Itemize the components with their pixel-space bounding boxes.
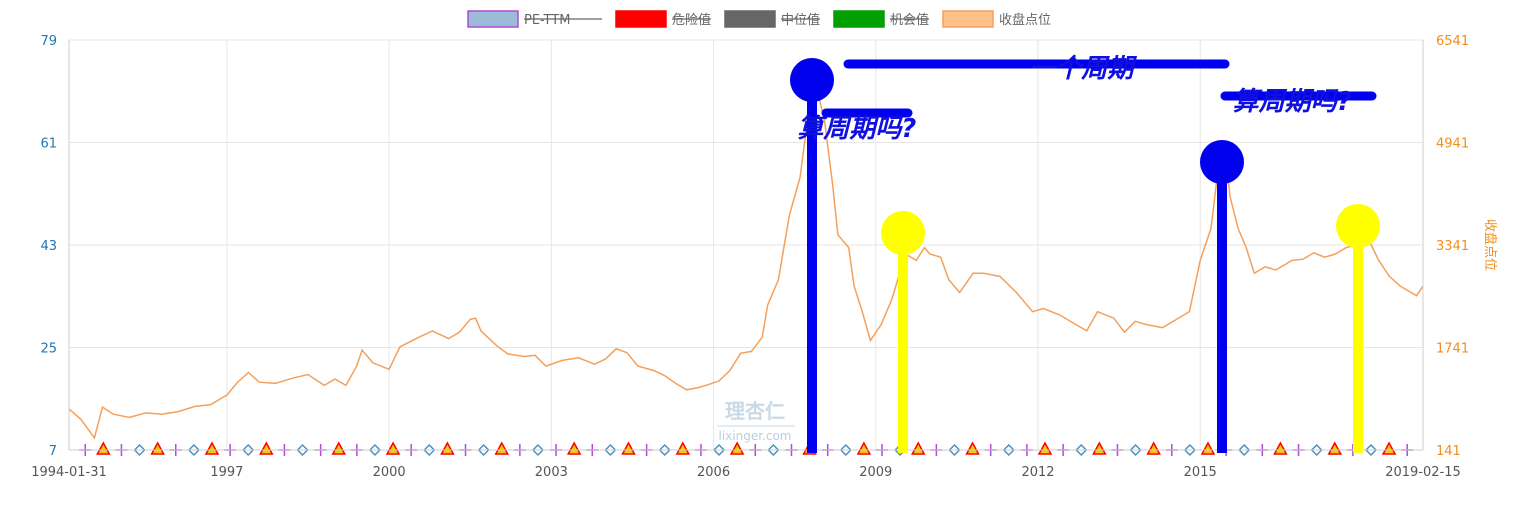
left-tick-label: 25 bbox=[40, 342, 57, 357]
marker-triangle bbox=[385, 441, 401, 455]
right-tick-label: 141 bbox=[1436, 444, 1461, 459]
legend: PE-TTM 危险值 中位值 机会值 收盘点位 bbox=[467, 10, 1051, 28]
right-tick-label: 1741 bbox=[1436, 342, 1469, 357]
legend-label: PE-TTM bbox=[524, 13, 570, 28]
legend-swatch bbox=[833, 10, 885, 28]
marker-triangle bbox=[621, 441, 636, 455]
marker-triangle bbox=[729, 441, 745, 455]
marker-triangle bbox=[1037, 441, 1053, 455]
annotation-pin-head-blue bbox=[1200, 140, 1244, 184]
left-tick-label: 79 bbox=[40, 34, 57, 49]
marker-triangle bbox=[331, 441, 347, 455]
marker-triangle bbox=[965, 441, 980, 455]
legend-swatch bbox=[467, 10, 519, 28]
marker-triangle bbox=[910, 441, 926, 455]
legend-label: 危险值 bbox=[672, 12, 711, 28]
legend-label: 中位值 bbox=[781, 12, 820, 28]
watermark: 理杏仁 lixinger.com bbox=[717, 399, 795, 443]
x-tick-label: 2003 bbox=[535, 465, 568, 480]
x-tick-label: 2000 bbox=[373, 465, 406, 480]
marker-triangle bbox=[96, 441, 111, 455]
annotation-text: 算周期吗? bbox=[797, 114, 916, 144]
marker-triangle bbox=[259, 441, 274, 455]
legend-swatch bbox=[615, 10, 667, 28]
x-tick-label: 1997 bbox=[210, 465, 243, 480]
legend-label: 机会值 bbox=[890, 12, 929, 28]
marker-triangle bbox=[1092, 441, 1107, 455]
marker-triangle bbox=[440, 441, 455, 455]
x-tick-label: 1994-01-31 bbox=[31, 465, 107, 480]
right-tick-label: 3341 bbox=[1436, 239, 1469, 254]
legend-swatch bbox=[942, 10, 994, 28]
right-axis-label: 收盘点位 bbox=[1482, 219, 1498, 271]
annotation-pin-head-yellow bbox=[1336, 204, 1380, 248]
marker-triangle bbox=[1200, 441, 1216, 455]
annotation-text: 一个周期 bbox=[1029, 54, 1137, 84]
watermark-logo: 理杏仁 bbox=[725, 399, 785, 423]
annotation-text: 算周期吗? bbox=[1233, 87, 1352, 117]
annotation-pin-head-yellow bbox=[881, 211, 925, 255]
right-tick-label: 4941 bbox=[1436, 137, 1469, 152]
axes: 79 61 43 25 7 6541 4941 3341 1741 141 1994-01-31 19… bbox=[31, 34, 1498, 480]
annotation-pin-head-blue bbox=[790, 58, 834, 102]
left-tick-label: 61 bbox=[40, 137, 57, 152]
watermark-url: lixinger.com bbox=[719, 429, 792, 443]
x-tick-label: 2009 bbox=[859, 465, 892, 480]
marker-triangle bbox=[204, 441, 220, 455]
marker-triangle bbox=[1146, 441, 1161, 455]
x-tick-label: 2015 bbox=[1184, 465, 1217, 480]
x-tick-label: 2006 bbox=[697, 465, 730, 480]
x-tick-label: 2019-02-15 bbox=[1385, 465, 1461, 480]
marker-triangle bbox=[494, 441, 509, 455]
marker-row bbox=[79, 441, 1414, 457]
legend-swatch bbox=[724, 10, 776, 28]
marker-triangle bbox=[566, 441, 582, 455]
marker-triangle bbox=[675, 441, 691, 455]
marker-triangle bbox=[1273, 441, 1288, 455]
marker-triangle bbox=[1327, 441, 1343, 455]
marker-triangle bbox=[856, 441, 872, 455]
marker-triangle bbox=[1381, 441, 1397, 455]
legend-label: 收盘点位 bbox=[999, 12, 1051, 28]
right-tick-label: 6541 bbox=[1436, 34, 1469, 49]
x-tick-label: 2012 bbox=[1021, 465, 1054, 480]
marker-triangle bbox=[150, 441, 165, 455]
left-tick-label: 7 bbox=[49, 444, 57, 459]
left-tick-label: 43 bbox=[40, 239, 57, 254]
